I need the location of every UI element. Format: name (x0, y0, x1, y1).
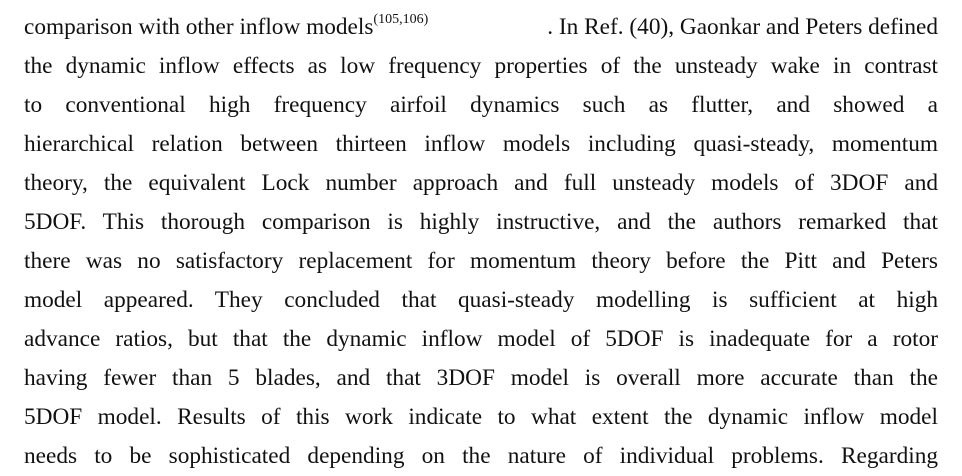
text-line-10: having fewer than 5 blades, and that 3DO… (24, 365, 938, 391)
text-line-12: needs to be sophisticated depending on t… (24, 443, 938, 469)
line-1-text: comparison with other inflow models (24, 14, 374, 40)
text-line-9: advance ratios, but that the dynamic inf… (24, 326, 938, 352)
text-line-2: the dynamic inflow effects as low freque… (24, 53, 938, 79)
text-line-11: 5DOF model. Results of this work indicat… (24, 404, 938, 430)
text-line-7: there was no satisfactory replacement fo… (24, 248, 938, 274)
reference-superscript: (105,106) (373, 12, 429, 28)
text-line-6: 5DOF. This thorough comparison is highly… (24, 209, 938, 235)
text-line-5: theory, the equivalent Lock number appro… (24, 170, 938, 196)
text-line-8: model appeared. They concluded that quas… (24, 287, 938, 313)
line-1-start: comparison with other inflow models(105,… (24, 8, 428, 47)
document-page: comparison with other inflow models(105,… (24, 8, 938, 476)
text-line-4: hierarchical relation between thirteen i… (24, 131, 938, 157)
text-line-1: comparison with other inflow models(105,… (24, 8, 938, 47)
text-line-3: to conventional high frequency airfoil d… (24, 92, 938, 118)
line-1-end: . In Ref. (40), Gaonkar and Peters defin… (547, 14, 938, 40)
